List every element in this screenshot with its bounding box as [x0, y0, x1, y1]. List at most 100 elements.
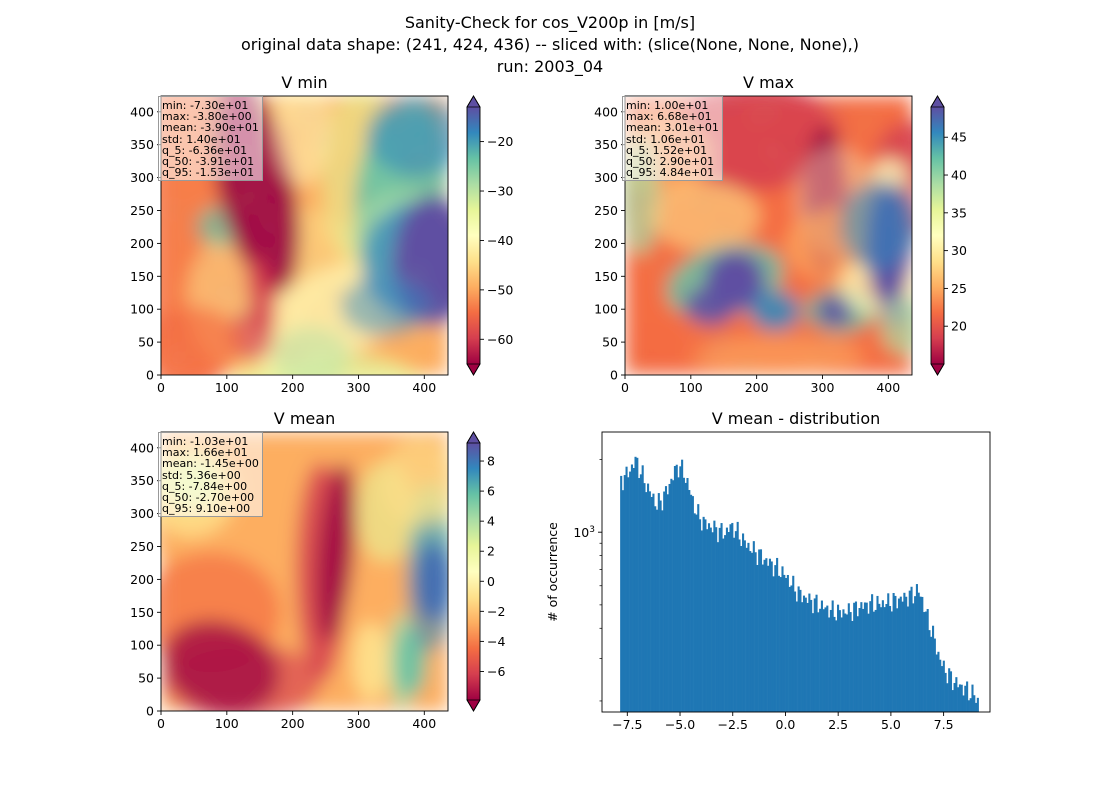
histogram-bar — [806, 602, 809, 712]
field-streak — [252, 182, 261, 186]
histogram-bar — [822, 609, 825, 712]
field-streak — [337, 154, 350, 165]
colorbar-body — [467, 443, 480, 700]
field-streak — [429, 174, 448, 185]
histogram-bar — [951, 690, 954, 712]
histogram-bar — [808, 593, 811, 712]
histogram-bar — [976, 697, 979, 712]
field-streak — [904, 208, 912, 214]
histogram-bar — [724, 535, 727, 712]
v-mean-stats-box: min: -1.03e+01 max: 1.66e+01 mean: -1.45e+… — [158, 432, 263, 518]
field-streak — [744, 120, 759, 128]
histogram-bar — [817, 612, 820, 712]
histogram-bar — [745, 547, 748, 712]
histogram-bar — [767, 565, 770, 712]
histogram-bar — [776, 557, 779, 712]
histogram-bar — [774, 565, 777, 712]
histogram-bar — [738, 539, 741, 712]
histogram-bar — [966, 681, 969, 712]
stat-std: std: 5.36e+00 — [162, 468, 241, 482]
x-tick-label: 200 — [281, 716, 305, 731]
histogram-bar — [706, 529, 709, 712]
field-streak — [211, 249, 227, 263]
field-streak — [321, 181, 332, 191]
histogram-bar — [975, 702, 978, 712]
field-streak — [311, 252, 327, 262]
field-streak — [188, 223, 207, 229]
histogram-bar — [856, 616, 859, 712]
histogram-bar — [802, 595, 806, 712]
field-streak — [370, 105, 382, 109]
field-streak — [209, 298, 233, 302]
colorbar: −60 −50 −40 −30 −20 — [466, 95, 513, 376]
field-streak — [352, 194, 374, 199]
colorbar-outline — [466, 431, 481, 712]
field-streak — [341, 318, 355, 325]
y-tick-label: 0 — [146, 368, 154, 383]
field-blob — [341, 276, 431, 336]
v-max-stats-box: min: 1.00e+01 max: 6.68e+01 mean: 3.01e+01… — [622, 96, 723, 182]
field-streak — [784, 338, 805, 345]
histogram-bar — [621, 490, 625, 712]
colorbar-tick-label: 25 — [951, 281, 967, 296]
histogram-bar — [716, 542, 720, 712]
field-streak — [898, 170, 912, 176]
field-streak — [235, 197, 258, 205]
field-blob — [271, 326, 351, 375]
histogram-bar — [655, 509, 659, 712]
field-streak — [812, 183, 825, 194]
y-tick-label: 50 — [138, 335, 154, 350]
x-tick-label: 0.0 — [776, 717, 796, 732]
histogram-bar — [901, 601, 904, 712]
histogram-bar — [811, 613, 815, 712]
field-streak — [796, 210, 807, 220]
histogram-bar — [690, 494, 693, 712]
field-streak — [822, 113, 833, 121]
y-tick-label: 350 — [130, 137, 154, 152]
histogram-bar — [962, 695, 965, 712]
histogram-bar — [862, 608, 865, 712]
histogram-bar — [957, 687, 960, 712]
colorbar-tick-label: 35 — [951, 205, 967, 220]
field-streak — [870, 314, 882, 320]
histogram-bar — [890, 611, 893, 712]
field-streak — [381, 257, 401, 265]
colorbar: 20 25 30 35 40 45 — [930, 95, 967, 376]
histogram-bar — [623, 475, 626, 712]
histogram-bar — [844, 613, 847, 712]
field-streak — [281, 246, 304, 250]
histogram-bar — [693, 513, 696, 712]
histogram-bar — [742, 533, 745, 712]
histogram-bar — [740, 545, 743, 712]
colorbar-tick-label: 40 — [951, 168, 967, 183]
histogram-bar — [634, 456, 637, 712]
field-streak — [804, 201, 822, 217]
field-streak — [819, 232, 832, 236]
colorbar-tick-label: −20 — [487, 134, 513, 149]
histogram-bar — [928, 630, 931, 712]
field-streak — [392, 122, 403, 131]
y-tick-label: 0 — [610, 368, 618, 383]
histogram-bar — [725, 527, 728, 712]
histogram-bar — [785, 577, 788, 712]
histogram-bar — [672, 480, 675, 712]
field-streak — [649, 224, 660, 232]
histogram-bar — [682, 477, 685, 712]
histogram-bar — [896, 608, 899, 712]
histogram-bar — [923, 612, 926, 712]
histogram-bar — [627, 477, 630, 712]
histogram-bar — [722, 538, 725, 712]
histogram-bar — [677, 477, 680, 712]
histogram-bar — [632, 468, 635, 712]
x-tick-label: 200 — [745, 380, 769, 395]
field-streak — [741, 244, 755, 256]
field-streak — [255, 343, 278, 351]
y-tick-label: 200 — [130, 236, 154, 251]
field-streak — [295, 271, 308, 281]
x-tick-label: 100 — [215, 716, 239, 731]
field-blob — [750, 291, 800, 331]
field-streak — [798, 159, 822, 163]
field-streak — [292, 118, 306, 127]
stat-mean: mean: -3.90e+01 — [162, 121, 259, 135]
histogram-bar — [865, 602, 868, 712]
